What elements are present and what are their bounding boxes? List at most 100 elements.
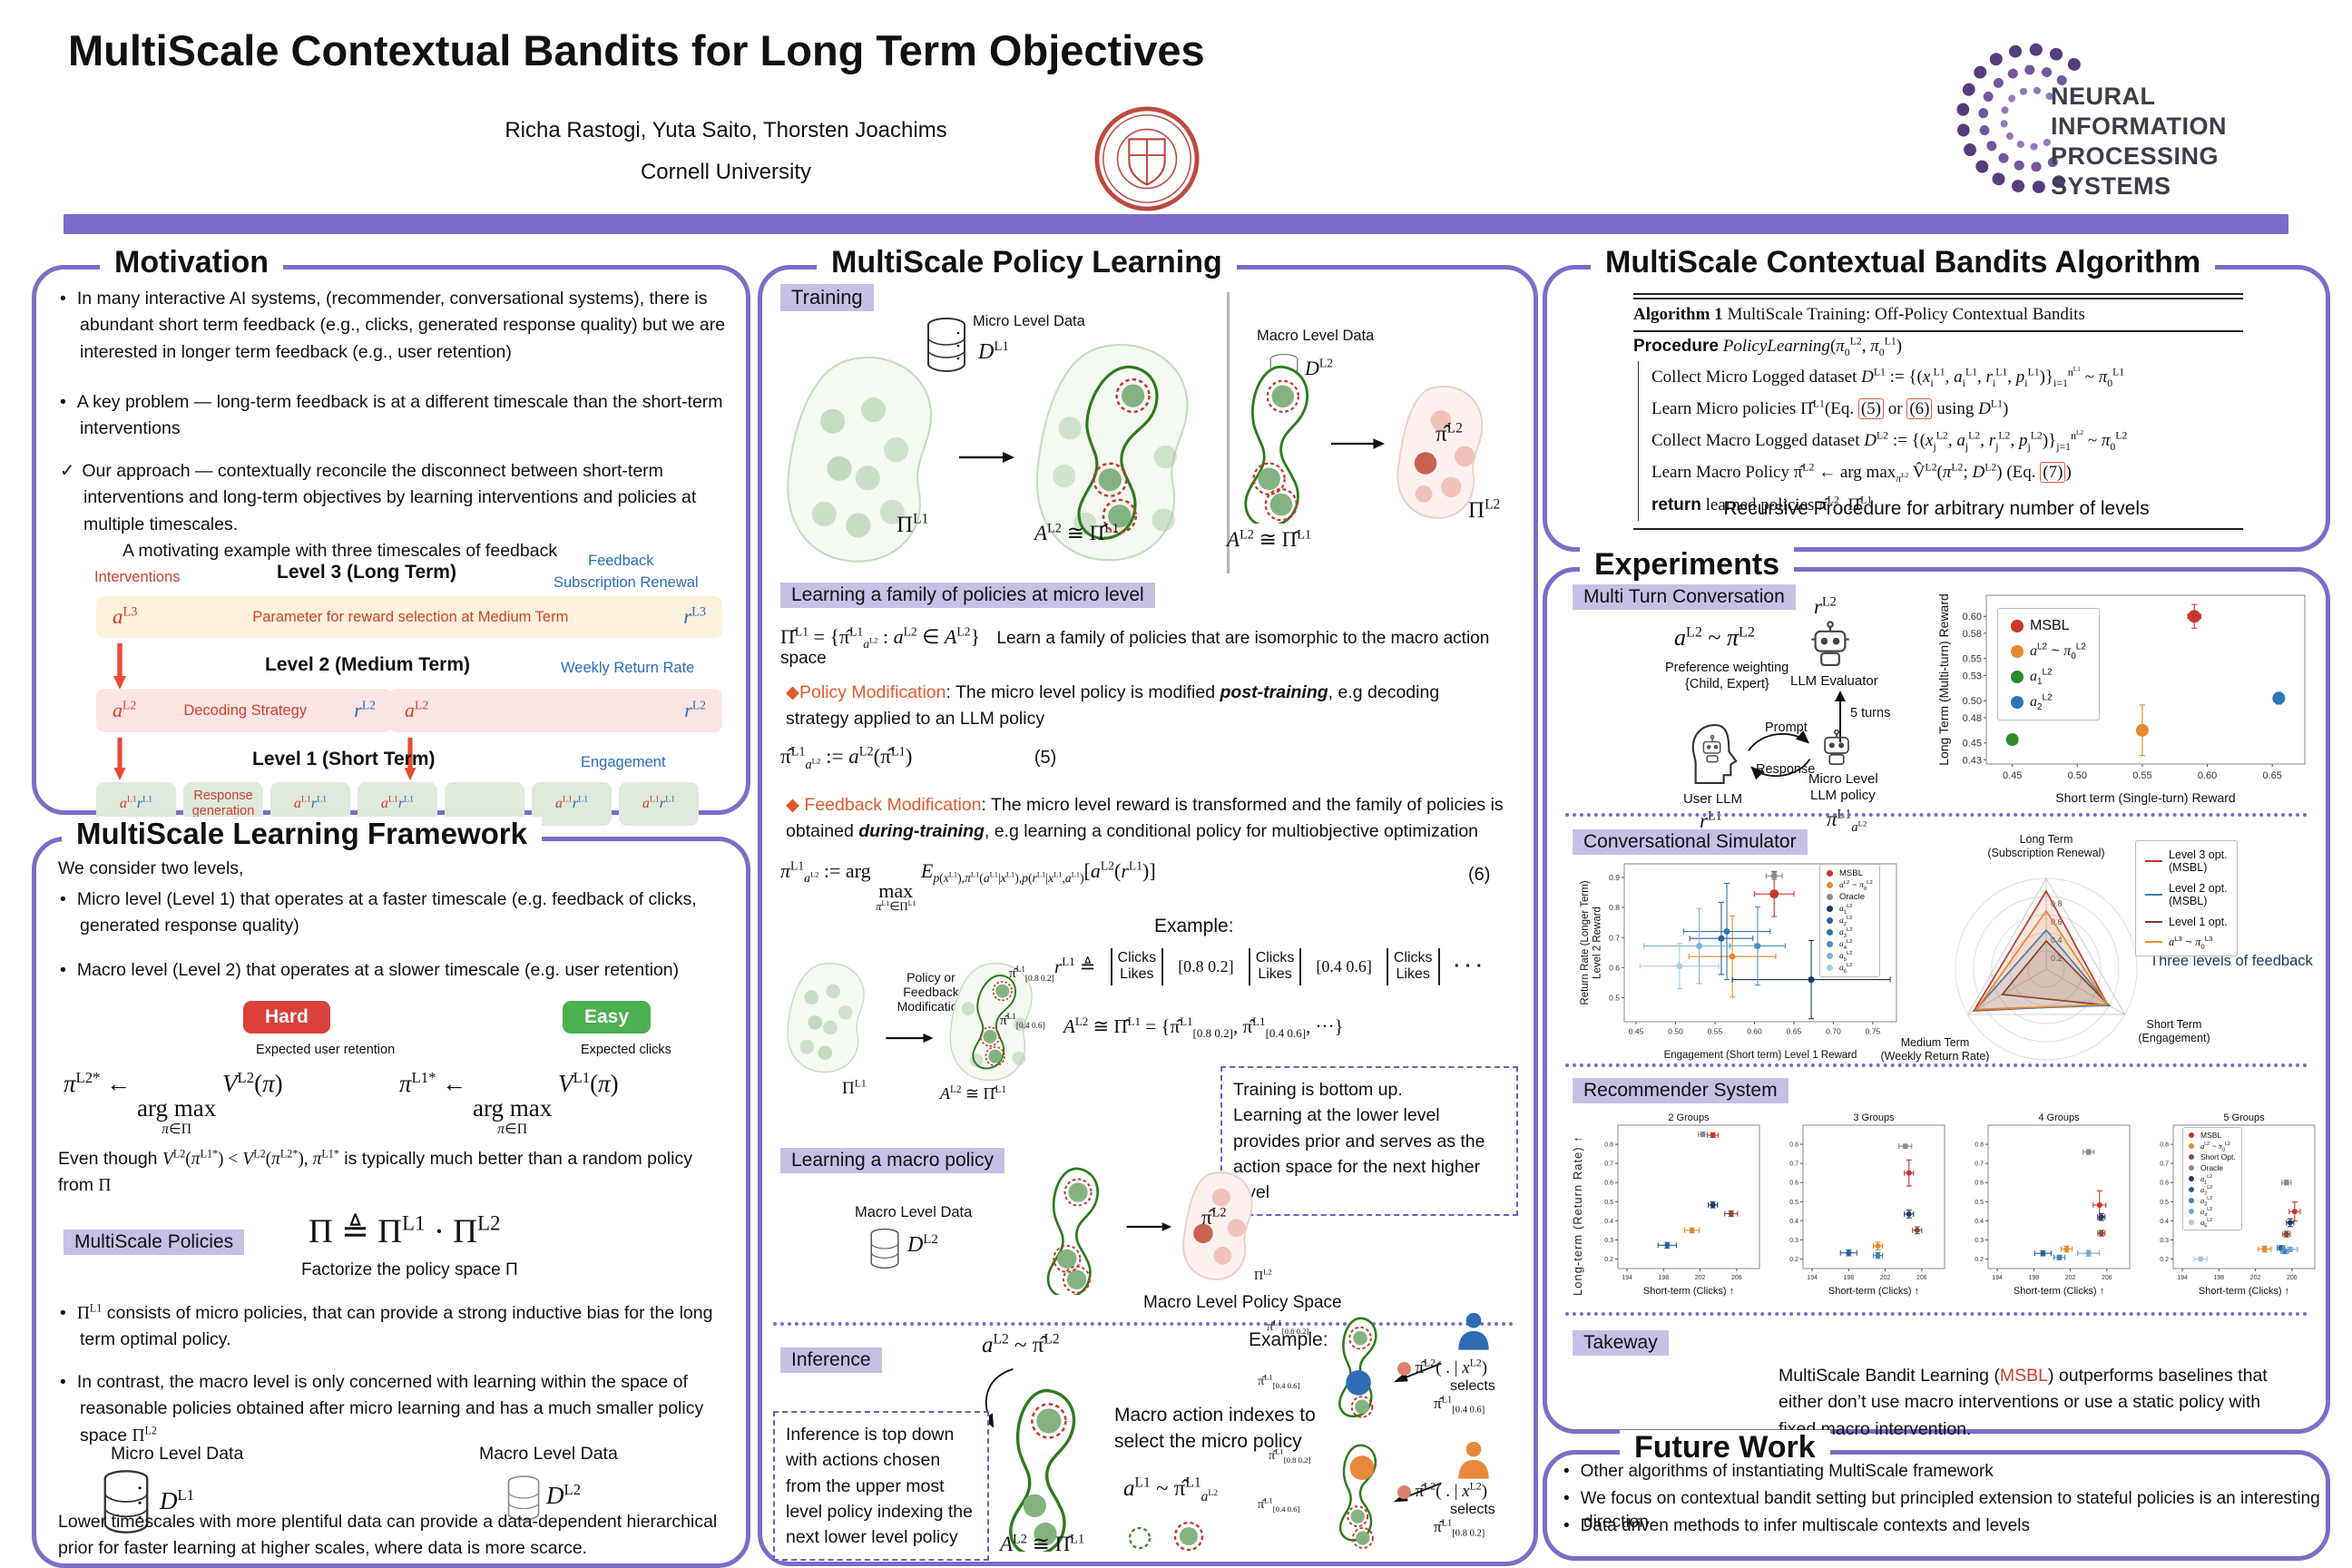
iso-label: AL2 ≅ Π̂L1 (1227, 527, 1312, 551)
inference-label: Inference (780, 1348, 882, 1373)
policy-space-blob (780, 353, 942, 575)
svg-text:0.60: 0.60 (1963, 612, 1982, 622)
svg-text:198: 198 (2213, 1275, 2224, 1281)
example-set: AL2 ≅ Π̂L1 = {π̂L1[0.8 0.2], π̂L1[0.4 0.… (1063, 1014, 1344, 1041)
authors: Richa Rastogi, Yuta Saito, Thorsten Joac… (505, 118, 947, 142)
takeway-label: Takeway (1573, 1330, 1669, 1356)
level1-feedback: Engagement (581, 754, 666, 770)
feedback-label: Feedback (588, 553, 654, 569)
svg-text:0.65: 0.65 (1787, 1027, 1802, 1036)
motivation-bullet-3: Our approach — contextually reconcile th… (60, 458, 746, 538)
svg-text:0.7: 0.7 (1604, 1161, 1613, 1168)
database-icon (102, 1469, 151, 1539)
framework-intro: We consider two levels, (58, 858, 244, 878)
training-divider (1227, 292, 1230, 573)
svg-text:0.3: 0.3 (1975, 1238, 1984, 1244)
svg-text:0.45: 0.45 (2003, 770, 2022, 781)
svg-text:0.7: 0.7 (1789, 1161, 1798, 1168)
macro-policy-space-blob (1392, 383, 1488, 533)
svg-text:0.8: 0.8 (1609, 903, 1620, 912)
algorithm-caption: Algorithm 1 MultiScale Training: Off-Pol… (1633, 305, 2085, 324)
svg-text:0.8: 0.8 (1975, 1142, 1984, 1149)
recommender-chart-4groups: 4 Groups 194 198 202 206 0.2 0.3 0.4 0.5 0.6 0.7 0.… (1959, 1111, 2135, 1298)
database-icon (926, 317, 967, 377)
database-icon (869, 1228, 900, 1274)
person-icon-orange (1455, 1438, 1492, 1485)
training-label: Training (780, 284, 874, 311)
micro-data-label: Micro Level Data (111, 1444, 244, 1464)
svg-text:0.7: 0.7 (1609, 933, 1620, 942)
level3-title: Level 3 (Long Term) (277, 562, 456, 583)
rL1-def: rL1 ≜ (1054, 954, 1096, 977)
svg-text:194: 194 (1622, 1275, 1632, 1281)
PiL2-label: ΠL2 (1468, 496, 1501, 523)
DL1: DL1 (160, 1486, 195, 1514)
experiments-title: Experiments (1580, 547, 1795, 583)
motivation-bullet-2: A key problem — long-term feedback is at… (60, 389, 735, 443)
svg-text:0.45: 0.45 (1629, 1027, 1644, 1036)
svg-text:202: 202 (1695, 1275, 1706, 1281)
svg-text:0.50: 0.50 (1668, 1027, 1683, 1036)
multi-turn-chart: 0.45 0.50 0.55 0.60 0.65 0.43 0.45 0.48 0.50 0.53… (1936, 588, 2312, 806)
neurips-text: NEURAL INFORMATION PROCESSING SYSTEMS (2051, 83, 2227, 200)
eq6-number: (6) (1468, 865, 1491, 885)
svg-text:0.8: 0.8 (2051, 899, 2063, 908)
multiscale-policies-label: MultiScale Policies (64, 1230, 245, 1255)
svg-text:0.53: 0.53 (1963, 671, 1982, 681)
algorithm-line: Learn Macro Policy π̂L2 ← arg maxπL2 V̂L… (1651, 462, 2072, 485)
selects-text: selects (1450, 1378, 1495, 1394)
family-text: Learn a family of policies that are isom… (780, 629, 1490, 668)
modification-text: Policy or Feedback Modification (897, 970, 965, 1014)
svg-text:0.2: 0.2 (1789, 1257, 1798, 1263)
family-line: Π̂L1 = {π̂L1aL2 : aL2 ∈ AL2} Learn a fam… (780, 625, 1517, 669)
svg-text:4 Groups: 4 Groups (2038, 1112, 2080, 1123)
algorithm-line: Collect Micro Logged dataset DL1 := {(xi… (1651, 364, 2125, 389)
svg-text:194: 194 (1992, 1275, 2003, 1281)
framework-bullet-3: ΠL1 consists of micro policies, that can… (60, 1300, 742, 1354)
svg-text:206: 206 (1731, 1275, 1742, 1281)
pref-weighting: Preference weighting (1665, 661, 1789, 675)
dialog-arrows-icon (1740, 726, 1823, 789)
multi-turn-label: Multi Turn Conversation (1573, 584, 1796, 610)
section-divider (1565, 1063, 2308, 1067)
svg-text:0.9: 0.9 (1609, 873, 1620, 882)
level3-box-text: Parameter for reward selection at Medium… (252, 608, 569, 625)
svg-text:0.2: 0.2 (1975, 1257, 1984, 1263)
up-arrow-icon (1834, 690, 1847, 749)
framework-note: Even though VL2(πL1*) < VL2(πL2*), πL1* … (58, 1147, 692, 1196)
recommender-ylabel: Long-term (Return Rate) ↑ (1571, 1135, 1584, 1296)
section-divider (773, 1322, 1514, 1326)
algorithm-line: Collect Macro Logged dataset DL2 := {(xj… (1651, 428, 2128, 454)
example-label: Example: (1249, 1329, 1328, 1350)
svg-text:0.75: 0.75 (1866, 1027, 1881, 1036)
algorithm-title: MultiScale Contextual Bandits Algorithm (1591, 245, 2216, 280)
recursive-caption: Recursive Procedure for arbitrary number… (1723, 498, 2150, 519)
PiL1-label: ΠL1 (897, 511, 929, 537)
svg-text:202: 202 (1880, 1275, 1891, 1281)
recommender-legend: MSBL aL2 ~ π0L2 Short Opt. Oracle a1L2 a2L2 a3… (2182, 1127, 2242, 1230)
factorize-caption: Factorize the policy space Π (301, 1260, 518, 1279)
framework-bullet-1: Micro level (Level 1) that operates at a… (60, 887, 733, 940)
evaluator-label: LLM Evaluator (1790, 673, 1878, 689)
svg-text:0.7: 0.7 (2160, 1161, 2169, 1168)
hard-badge: Hard (243, 1001, 330, 1034)
svg-text:0.50: 0.50 (1963, 696, 1982, 707)
level1-box: aL1 rL1 (532, 782, 612, 826)
level3-feedback: Subscription Renewal (554, 574, 699, 591)
macro-section-label: Learning a macro policy (780, 1148, 1004, 1173)
svg-text:0.45: 0.45 (1963, 739, 1982, 750)
svg-text:206: 206 (1916, 1275, 1927, 1281)
cornell-seal-icon (1093, 105, 1200, 212)
pi04-label: π̂L1[0.4 0.6] (1000, 1013, 1045, 1031)
inference-note: Inference is top down with actions chose… (773, 1411, 989, 1562)
svg-text:0.8: 0.8 (1604, 1142, 1613, 1149)
DL2: DL2 (546, 1481, 582, 1509)
framework-title: MultiScale Learning Framework (62, 817, 542, 851)
svg-text:0.4: 0.4 (1789, 1219, 1798, 1225)
right-arrow-icon (1125, 1220, 1172, 1238)
svg-text:0.4: 0.4 (1604, 1219, 1613, 1225)
level1-box: aL1 rL1 (619, 782, 699, 826)
pihatL2-label: π̂L2 (1436, 420, 1463, 446)
framework-panel: MultiScale Learning Framework We conside… (32, 817, 750, 1568)
pi08-label: π̂L1[0.8 0.2] (1009, 965, 1054, 984)
